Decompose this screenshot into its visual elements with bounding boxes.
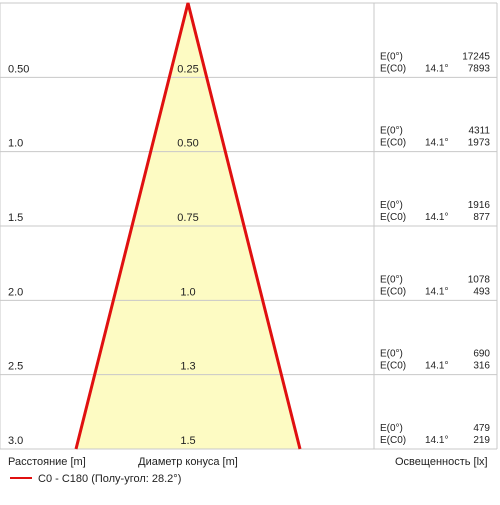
e0-value: 4311 (468, 126, 490, 137)
footer-diameter: Диаметр конуса [m] (138, 456, 238, 468)
ec0-label: E(C0) (380, 138, 406, 149)
diameter: 1.5 (180, 435, 195, 447)
e0-label: E(0°) (380, 349, 403, 360)
angle: 14.1° (425, 138, 448, 149)
e0-label: E(0°) (380, 200, 403, 211)
diameter: 0.75 (177, 212, 198, 224)
cone-outline (74, 2, 302, 450)
e0-label: E(0°) (380, 423, 403, 434)
distance: 1.0 (8, 138, 23, 150)
ec0-value: 219 (473, 435, 490, 446)
ec0-value: 1973 (468, 138, 491, 149)
ec0-label: E(C0) (380, 361, 406, 372)
diameter: 0.25 (177, 63, 198, 75)
e0-label: E(0°) (380, 274, 403, 285)
ec0-value: 493 (473, 286, 490, 297)
e0-value: 1078 (468, 274, 491, 285)
angle: 14.1° (425, 212, 448, 223)
ec0-label: E(C0) (380, 212, 406, 223)
ec0-value: 877 (473, 212, 490, 223)
diameter: 1.0 (180, 286, 195, 298)
angle: 14.1° (425, 63, 448, 74)
diameter: 1.3 (180, 361, 195, 373)
e0-value: 690 (473, 349, 490, 360)
distance: 2.5 (8, 361, 23, 373)
ec0-label: E(C0) (380, 435, 406, 446)
distance: 1.5 (8, 212, 23, 224)
e0-value: 479 (473, 423, 490, 434)
angle: 14.1° (425, 286, 448, 297)
e0-value: 1916 (468, 200, 491, 211)
footer-distance: Расстояние [m] (8, 456, 86, 468)
angle: 14.1° (425, 361, 448, 372)
e0-label: E(0°) (380, 51, 403, 62)
ec0-label: E(C0) (380, 286, 406, 297)
e0-label: E(0°) (380, 126, 403, 137)
legend-label: C0 - C180 (Полу-угол: 28.2°) (38, 473, 181, 485)
diameter: 0.50 (177, 138, 198, 150)
ec0-value: 316 (473, 361, 490, 372)
e0-value: 17245 (462, 51, 490, 62)
ec0-label: E(C0) (380, 63, 406, 74)
footer-illuminance: Освещенность [lx] (395, 456, 488, 468)
angle: 14.1° (425, 435, 448, 446)
distance: 2.0 (8, 286, 23, 298)
distance: 3.0 (8, 435, 23, 447)
distance: 0.50 (8, 63, 29, 75)
ec0-value: 7893 (468, 63, 491, 74)
